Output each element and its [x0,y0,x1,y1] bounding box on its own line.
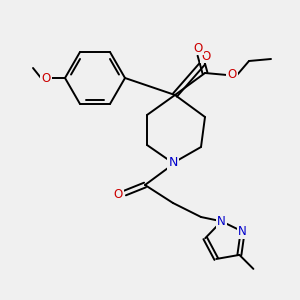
Text: O: O [194,41,202,55]
Text: O: O [113,188,123,202]
Text: O: O [201,50,211,62]
Text: N: N [238,225,247,238]
Text: N: N [168,157,178,169]
Text: O: O [227,68,237,82]
Text: O: O [41,71,51,85]
Text: N: N [217,215,226,228]
